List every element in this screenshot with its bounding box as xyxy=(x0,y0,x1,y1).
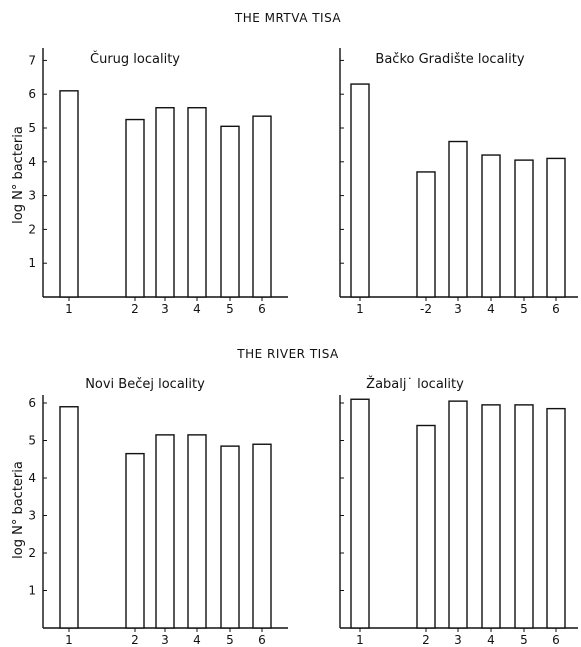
chart-title: Čurug locality xyxy=(90,51,180,67)
section-title-river-tisa: THE RIVER TISA xyxy=(236,347,339,361)
bar-6 xyxy=(252,443,272,629)
y-axis-label: log N° bacteria xyxy=(11,126,26,224)
x-tick-label: 1 xyxy=(356,633,364,647)
x-tick-label: 3 xyxy=(454,633,462,647)
y-tick-label: 5 xyxy=(28,434,36,448)
bar-3 xyxy=(448,400,468,629)
x-tick-label: 6 xyxy=(552,633,560,647)
x-tick-label: 4 xyxy=(193,633,201,647)
y-tick-label: 5 xyxy=(28,121,36,135)
chart-panel-3: Novi Bečej locality log N° bacteria 1 2 3 4 5 6… xyxy=(11,377,288,647)
bar-1 xyxy=(59,90,79,298)
bar-1 xyxy=(59,406,79,629)
chart-title: Novi Bečej locality xyxy=(85,377,205,392)
x-tick-label: 3 xyxy=(161,633,169,647)
bar-2 xyxy=(416,171,436,298)
chart-title: Žabalj˙ locality xyxy=(366,376,464,392)
bar-6 xyxy=(546,407,566,629)
bar-5 xyxy=(220,445,240,629)
bar-3 xyxy=(155,107,175,298)
chart-panel-4: Žabalj˙ locality 1 2 3 4 5 6 xyxy=(339,376,578,647)
chart-panel-1: Čurug locality log N° bacteria 1 2 3 4 5 6 7 1 2 3 4… xyxy=(11,48,288,316)
x-tick-label: 6 xyxy=(258,633,266,647)
section-title-mrtva-tisa: THE MRTVA TISA xyxy=(234,11,342,25)
bar-6 xyxy=(252,115,272,298)
bar-1 xyxy=(350,83,370,298)
x-tick-label: 2 xyxy=(131,633,139,647)
bar-4 xyxy=(187,434,207,629)
y-tick-label: 6 xyxy=(28,87,36,101)
x-tick-label: 3 xyxy=(161,302,169,316)
x-tick-label: 5 xyxy=(520,302,528,316)
bar-3 xyxy=(448,140,468,298)
x-tick-label: -2 xyxy=(420,302,432,316)
x-tick-label: 1 xyxy=(356,302,364,316)
bar-6 xyxy=(546,157,566,298)
x-tick-label: 2 xyxy=(422,633,430,647)
x-tick-label: 5 xyxy=(226,633,234,647)
x-tick-label: 3 xyxy=(454,302,462,316)
bar-5 xyxy=(220,125,240,298)
bar-2 xyxy=(125,452,145,629)
y-tick-label: 3 xyxy=(28,509,36,523)
y-tick-label: 2 xyxy=(28,546,36,560)
chart-panel-2: Bačko Gradište locality 1 -2 3 4 5 6 xyxy=(339,48,578,316)
x-tick-label: 4 xyxy=(193,302,201,316)
bar-5 xyxy=(514,159,534,298)
x-tick-label: 5 xyxy=(226,302,234,316)
y-tick-label: 4 xyxy=(28,471,36,485)
x-tick-label: 2 xyxy=(131,302,139,316)
y-tick-label: 3 xyxy=(28,189,36,203)
bar-5 xyxy=(514,404,534,629)
y-tick-label: 1 xyxy=(28,584,36,598)
bar-4 xyxy=(481,404,501,629)
y-axis-label: log N° bacteria xyxy=(11,461,26,559)
x-tick-label: 1 xyxy=(65,633,73,647)
y-tick-label: 2 xyxy=(28,222,36,236)
bar-1 xyxy=(350,398,370,629)
y-tick-label: 6 xyxy=(28,396,36,410)
x-tick-label: 4 xyxy=(487,633,495,647)
x-tick-label: 6 xyxy=(258,302,266,316)
y-tick-label: 4 xyxy=(28,155,36,169)
bar-2 xyxy=(125,118,145,298)
bar-3 xyxy=(155,434,175,629)
x-tick-label: 1 xyxy=(65,302,73,316)
y-tick-label: 7 xyxy=(28,53,36,67)
y-tick-label: 1 xyxy=(28,256,36,270)
x-tick-label: 6 xyxy=(552,302,560,316)
chart-title: Bačko Gradište locality xyxy=(375,52,524,67)
bar-2 xyxy=(416,424,436,629)
charts-layer: Čurug locality log N° bacteria 1 2 3 4 5 6 7 1 2 3 4… xyxy=(11,48,578,647)
x-tick-label: 5 xyxy=(520,633,528,647)
bar-4 xyxy=(187,107,207,298)
bar-4 xyxy=(481,154,501,298)
x-tick-label: 4 xyxy=(487,302,495,316)
